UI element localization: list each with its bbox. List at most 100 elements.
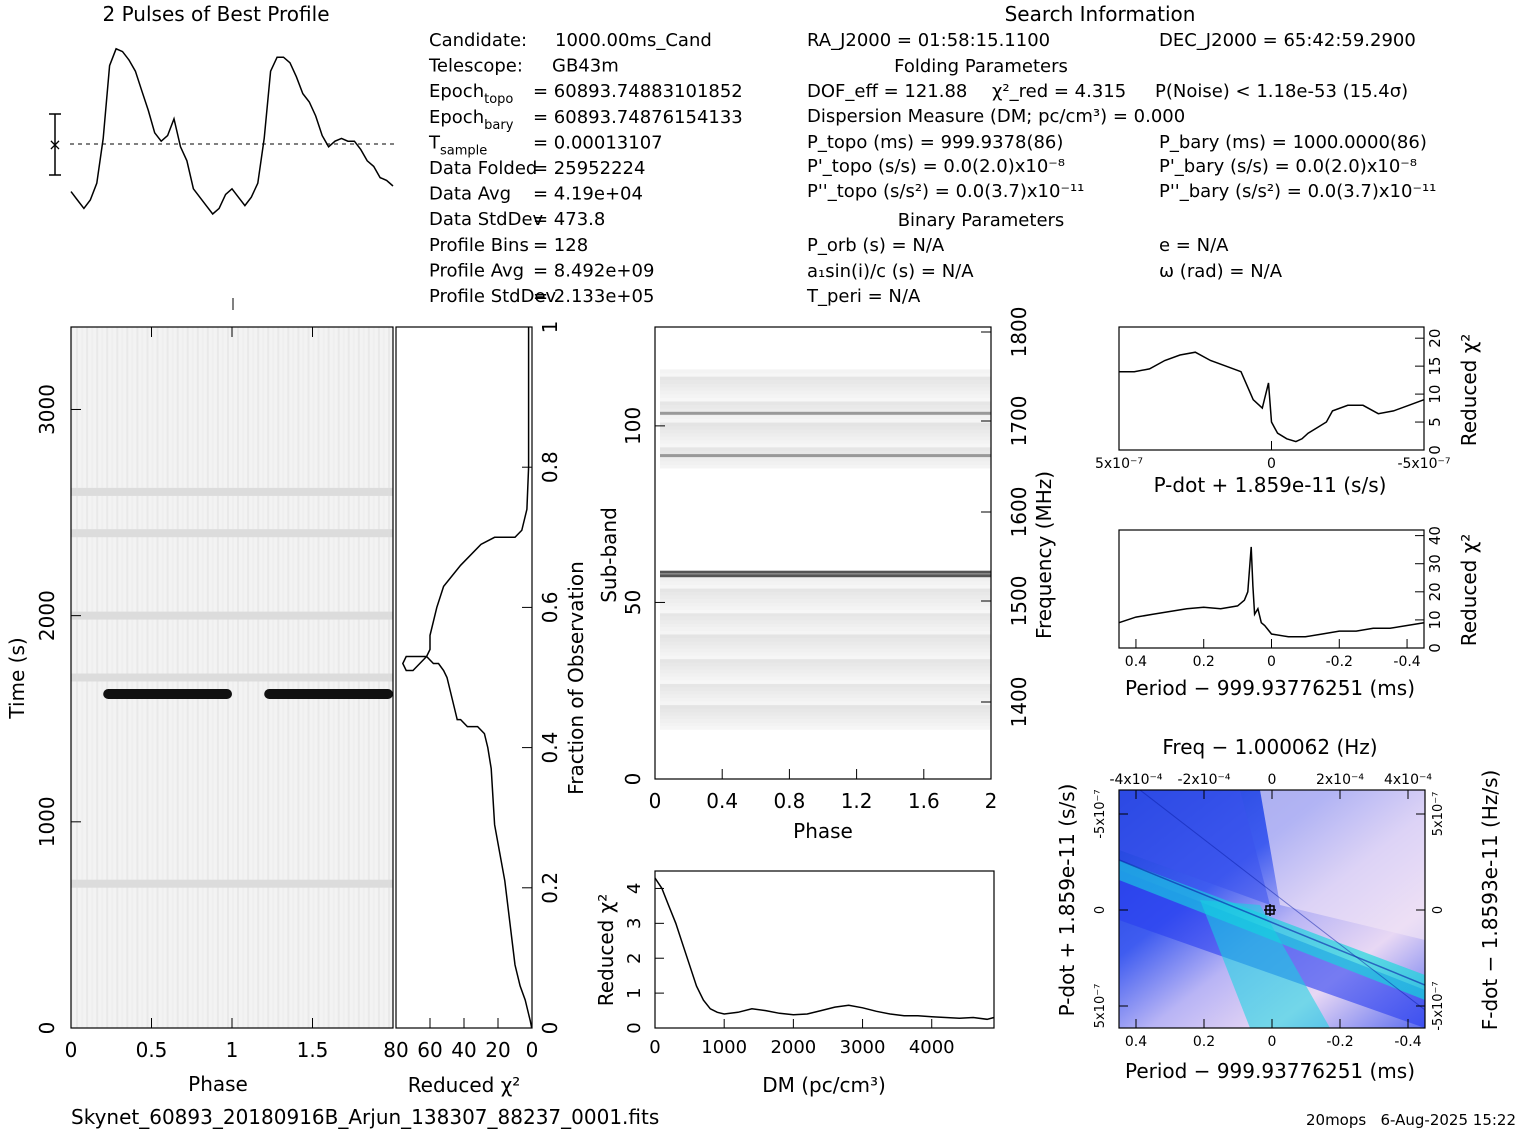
ct-xtick-label: 80 — [383, 1038, 408, 1062]
ytick-label: 20 — [1426, 329, 1444, 348]
sb-y2tick-label: 1800 — [1007, 307, 1031, 358]
ytick-label: 0 — [1426, 643, 1444, 653]
period-ylabel: Reduced χ² — [1457, 534, 1481, 647]
omega-text: ω (rad) = N/A — [1159, 261, 1283, 282]
a1-text: a₁sin(i)/c (s) = N/A — [807, 261, 974, 282]
info-left-value: = 60893.74876154133 — [533, 107, 743, 128]
profile-plot: × — [48, 47, 395, 216]
subband-row — [660, 404, 991, 409]
subband-row — [660, 598, 991, 603]
subband-row — [660, 715, 991, 720]
subband-row — [660, 394, 991, 398]
tp-xtick-label: 1 — [226, 1038, 239, 1062]
info-left-label: Profile Bins — [429, 235, 529, 256]
ytick-label: 2 — [624, 952, 645, 963]
chi2-time-series-line — [401, 327, 533, 1029]
ct-ytick-label: 0.6 — [538, 591, 562, 623]
subband-row — [660, 676, 991, 681]
pulse-stripe — [103, 689, 232, 699]
subband-row — [660, 641, 991, 646]
info-left-sub: sample — [440, 143, 487, 158]
sb-xtick-label: 0.8 — [773, 789, 805, 813]
chi2-time-ylabel: Fraction of Observation — [564, 561, 588, 795]
search-title: Search Information — [1005, 2, 1196, 26]
subband-row — [660, 429, 991, 434]
time-band — [71, 611, 393, 620]
subband-row — [660, 383, 991, 388]
dm-series-line — [654, 877, 995, 1021]
xtick-label: 1000 — [701, 1037, 747, 1058]
xtick-label: 2000 — [770, 1037, 816, 1058]
pdot-xlabel: P-dot + 1.859e-11 (s/s) — [1154, 473, 1387, 497]
pdtopo-text: P'_topo (s/s) = 0.0(2.0)x10⁻⁸ — [807, 156, 1065, 177]
info-left-value: GB43m — [552, 56, 619, 77]
subband-row — [660, 390, 991, 395]
chi2-time-xlabel: Reduced χ² — [408, 1073, 521, 1097]
subband-row — [660, 722, 991, 727]
info-left-value: = 473.8 — [533, 209, 605, 230]
ct-ytick-label: 0.8 — [538, 451, 562, 483]
sb-ytick-label: 50 — [621, 590, 645, 615]
subband-row — [660, 440, 991, 444]
subband-row — [660, 690, 991, 695]
subband-row — [660, 387, 991, 391]
sb-y2tick-label: 1600 — [1007, 487, 1031, 538]
subband-row — [660, 620, 991, 624]
subband-row — [660, 662, 991, 667]
pp-y2tick-label: 0 — [1431, 906, 1446, 914]
subband-row — [660, 591, 991, 596]
xtick-label: 0 — [1267, 456, 1276, 472]
subband-row — [660, 644, 991, 649]
subband-row — [660, 380, 991, 384]
info-left-value: = 60893.74883101852 — [533, 81, 743, 102]
period-frame — [1118, 529, 1425, 649]
subband-row — [660, 408, 991, 412]
tp-xtick-label: 0 — [65, 1038, 78, 1062]
subband-row — [660, 584, 991, 589]
time-band — [71, 879, 393, 888]
xtick-label: -0.2 — [1326, 654, 1353, 670]
svg-text:×: × — [48, 135, 61, 154]
subband-row — [660, 415, 991, 420]
xtick-label: 0 — [1267, 654, 1276, 670]
sb-y2tick-label: 1700 — [1007, 396, 1031, 447]
dm-text: Dispersion Measure (DM; pc/cm³) = 0.000 — [807, 106, 1185, 127]
subband-row — [660, 450, 991, 455]
chi2-time-frame — [395, 326, 533, 1029]
subband-row — [660, 447, 991, 451]
period-series-line — [1118, 546, 1425, 638]
footer-filename: Skynet_60893_20180916B_Arjun_138307_8823… — [71, 1105, 659, 1129]
xtick-label: -0.4 — [1393, 654, 1420, 670]
time-phase-xlabel: Phase — [188, 1072, 248, 1096]
subband-row — [660, 369, 991, 374]
subband-ylabel: Sub-band — [597, 507, 621, 603]
subband-row — [660, 655, 991, 660]
time-band — [71, 529, 393, 538]
ytick-label: 5 — [1426, 417, 1444, 427]
subband-row — [660, 432, 991, 437]
pp-ytick-label: 0 — [1093, 906, 1108, 914]
ytick-label: 10 — [1426, 610, 1444, 629]
sb-y2tick-label: 1400 — [1007, 677, 1031, 728]
info-left-value: = 8.492e+09 — [533, 260, 654, 281]
subband-row — [660, 704, 991, 709]
info-left-label: Data StdDev — [429, 209, 544, 230]
subband-row — [660, 697, 991, 702]
xtick-label: 5x10⁻⁷ — [1095, 456, 1143, 472]
pp-ylabel: P-dot + 1.859e-11 (s/s) — [1055, 784, 1079, 1017]
period-xlabel: Period − 999.93776251 (ms) — [1125, 676, 1415, 700]
info-left-value: = 128 — [533, 235, 588, 256]
pp-x2tick-label: 0 — [1268, 772, 1277, 788]
tp-ytick-label: 1000 — [35, 796, 59, 847]
pp-ytick-label: -5x10⁻⁷ — [1093, 789, 1108, 838]
pddtopo-text: P''_topo (s/s²) = 0.0(3.7)x10⁻¹¹ — [807, 181, 1084, 202]
subband-row — [660, 425, 991, 430]
xtick-label: 3000 — [840, 1037, 886, 1058]
pp-x2tick-label: -2x10⁻⁴ — [1177, 772, 1230, 788]
subband-row — [660, 581, 991, 586]
subband-row — [660, 376, 991, 381]
time-phase-ylabel: Time (s) — [5, 637, 29, 719]
subband-row — [660, 669, 991, 674]
ct-xtick-label: 60 — [417, 1038, 442, 1062]
